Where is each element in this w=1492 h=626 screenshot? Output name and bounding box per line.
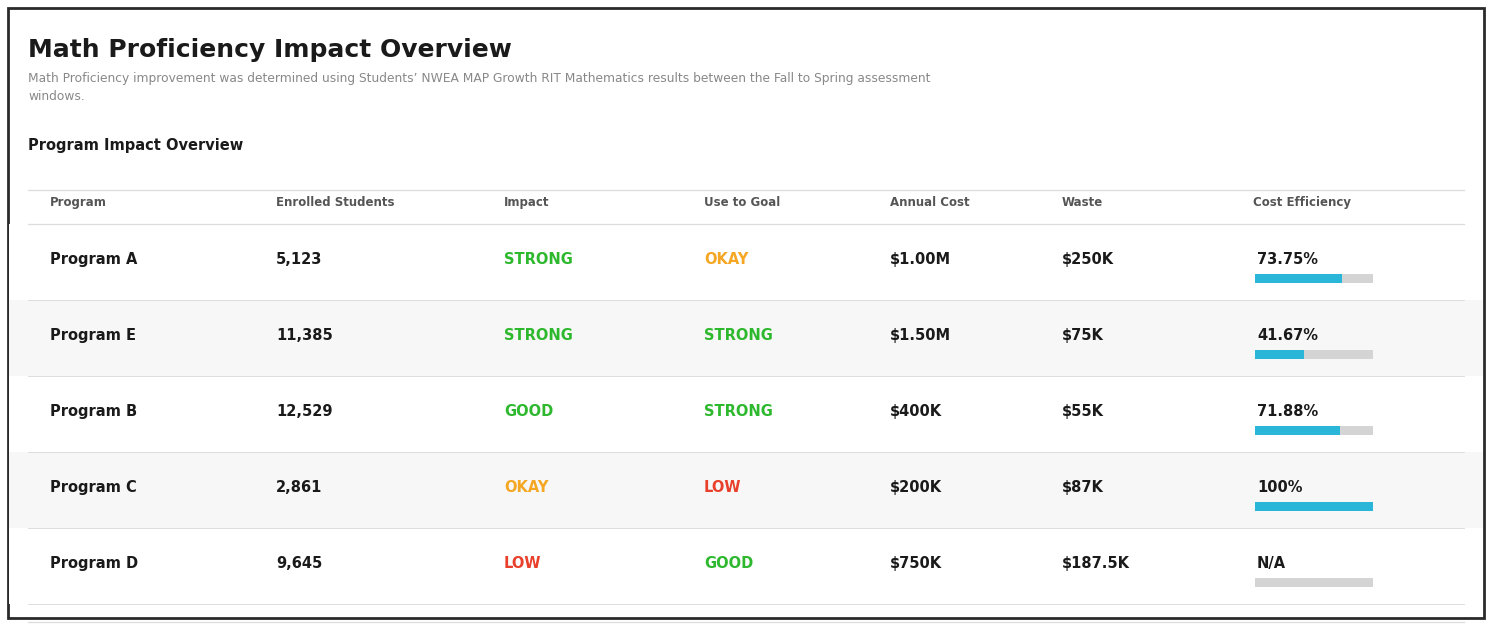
Text: LOW: LOW [704,480,742,495]
Text: Math Proficiency improvement was determined using Students’ NWEA MAP Growth RIT : Math Proficiency improvement was determi… [28,72,931,103]
Text: GOOD: GOOD [704,556,753,571]
Text: Program B: Program B [51,404,137,419]
Bar [9,376,1483,452]
Bar [1255,350,1304,359]
Text: 9,645: 9,645 [276,556,322,571]
Text: OKAY: OKAY [704,252,749,267]
Text: $200K: $200K [891,480,941,495]
Text: 71.88%: 71.88% [1256,404,1319,419]
Text: Annual Cost: Annual Cost [891,196,970,209]
Text: Math Proficiency Impact Overview: Math Proficiency Impact Overview [28,38,512,62]
Text: Use to Goal: Use to Goal [704,196,780,209]
Bar [9,224,1483,300]
Bar [1255,502,1373,511]
Text: Waste: Waste [1062,196,1103,209]
Text: 73.75%: 73.75% [1256,252,1317,267]
Bar [1255,274,1341,283]
Text: STRONG: STRONG [704,328,773,343]
Bar [1255,426,1373,435]
Bar [9,452,1483,528]
Text: $55K: $55K [1062,404,1104,419]
Text: Enrolled Students: Enrolled Students [276,196,394,209]
Text: 2,861: 2,861 [276,480,322,495]
Text: Cost Efficiency: Cost Efficiency [1253,196,1350,209]
Bar [9,528,1483,604]
Text: $400K: $400K [891,404,941,419]
Text: Program E: Program E [51,328,136,343]
Text: Program C: Program C [51,480,137,495]
Text: N/A: N/A [1256,556,1286,571]
Text: Program A: Program A [51,252,137,267]
Text: OKAY: OKAY [504,480,549,495]
Text: 5,123: 5,123 [276,252,322,267]
Text: 100%: 100% [1256,480,1303,495]
Text: $250K: $250K [1062,252,1115,267]
Text: Program Impact Overview: Program Impact Overview [28,138,243,153]
Text: $87K: $87K [1062,480,1104,495]
Text: GOOD: GOOD [504,404,554,419]
Text: $1.00M: $1.00M [891,252,950,267]
Text: STRONG: STRONG [504,328,573,343]
Text: 41.67%: 41.67% [1256,328,1317,343]
Text: Program D: Program D [51,556,139,571]
Text: Program: Program [51,196,107,209]
Text: Impact: Impact [504,196,549,209]
Text: $187.5K: $187.5K [1062,556,1129,571]
Text: STRONG: STRONG [504,252,573,267]
Text: 11,385: 11,385 [276,328,333,343]
Text: $750K: $750K [891,556,941,571]
Text: LOW: LOW [504,556,542,571]
Bar [9,300,1483,376]
Bar [1255,350,1373,359]
Bar [1255,426,1340,435]
Bar [1255,274,1373,283]
Bar [1255,578,1373,587]
Text: $1.50M: $1.50M [891,328,950,343]
Text: 12,529: 12,529 [276,404,333,419]
Bar [1255,502,1373,511]
Text: $75K: $75K [1062,328,1104,343]
Text: STRONG: STRONG [704,404,773,419]
